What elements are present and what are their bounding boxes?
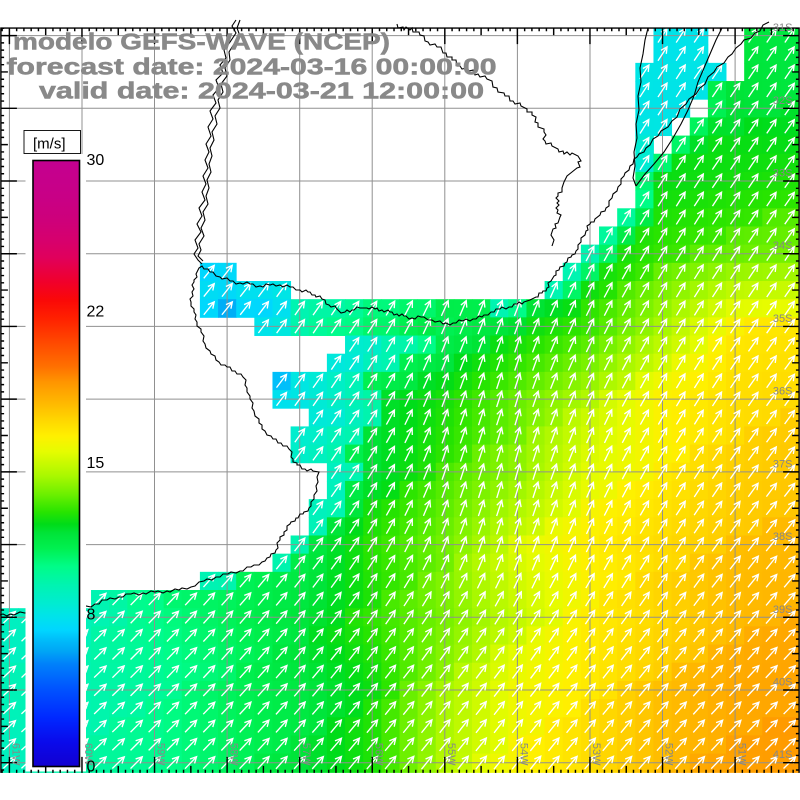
svg-text:58W: 58W — [227, 743, 239, 766]
svg-text:33S: 33S — [773, 168, 793, 180]
svg-text:54W: 54W — [518, 743, 530, 766]
svg-text:31S: 31S — [773, 22, 793, 34]
svg-text:35S: 35S — [773, 313, 793, 325]
svg-text:34S: 34S — [773, 240, 793, 252]
svg-text:forecast date: 2024-03-16 00:0: forecast date: 2024-03-16 00:00:00 — [7, 54, 497, 80]
svg-text:22: 22 — [87, 304, 105, 321]
svg-text:30: 30 — [87, 152, 105, 169]
svg-text:55W: 55W — [445, 743, 457, 766]
svg-text:32S: 32S — [773, 95, 793, 107]
svg-text:0: 0 — [87, 759, 96, 776]
svg-text:60W: 60W — [82, 743, 94, 766]
svg-text:57W: 57W — [300, 743, 312, 766]
svg-text:8: 8 — [87, 607, 96, 624]
svg-text:56W: 56W — [372, 743, 384, 766]
svg-text:37S: 37S — [773, 458, 793, 470]
svg-text:51W: 51W — [735, 743, 747, 766]
svg-text:52W: 52W — [663, 743, 675, 766]
svg-text:36S: 36S — [773, 386, 793, 398]
svg-text:modelo GEFS-WAVE (NCEP): modelo GEFS-WAVE (NCEP) — [13, 29, 390, 55]
svg-text:41S: 41S — [773, 749, 793, 761]
svg-text:40S: 40S — [773, 677, 793, 689]
svg-text:15: 15 — [87, 455, 105, 472]
svg-text:53W: 53W — [590, 743, 602, 766]
svg-text:59W: 59W — [155, 743, 167, 766]
svg-text:61W: 61W — [10, 743, 22, 766]
svg-text:38S: 38S — [773, 531, 793, 543]
svg-text:valid date: 2024-03-21 12:00:0: valid date: 2024-03-21 12:00:00 — [39, 78, 484, 104]
svg-text:[m/s]: [m/s] — [33, 136, 66, 153]
svg-text:39S: 39S — [773, 604, 793, 616]
